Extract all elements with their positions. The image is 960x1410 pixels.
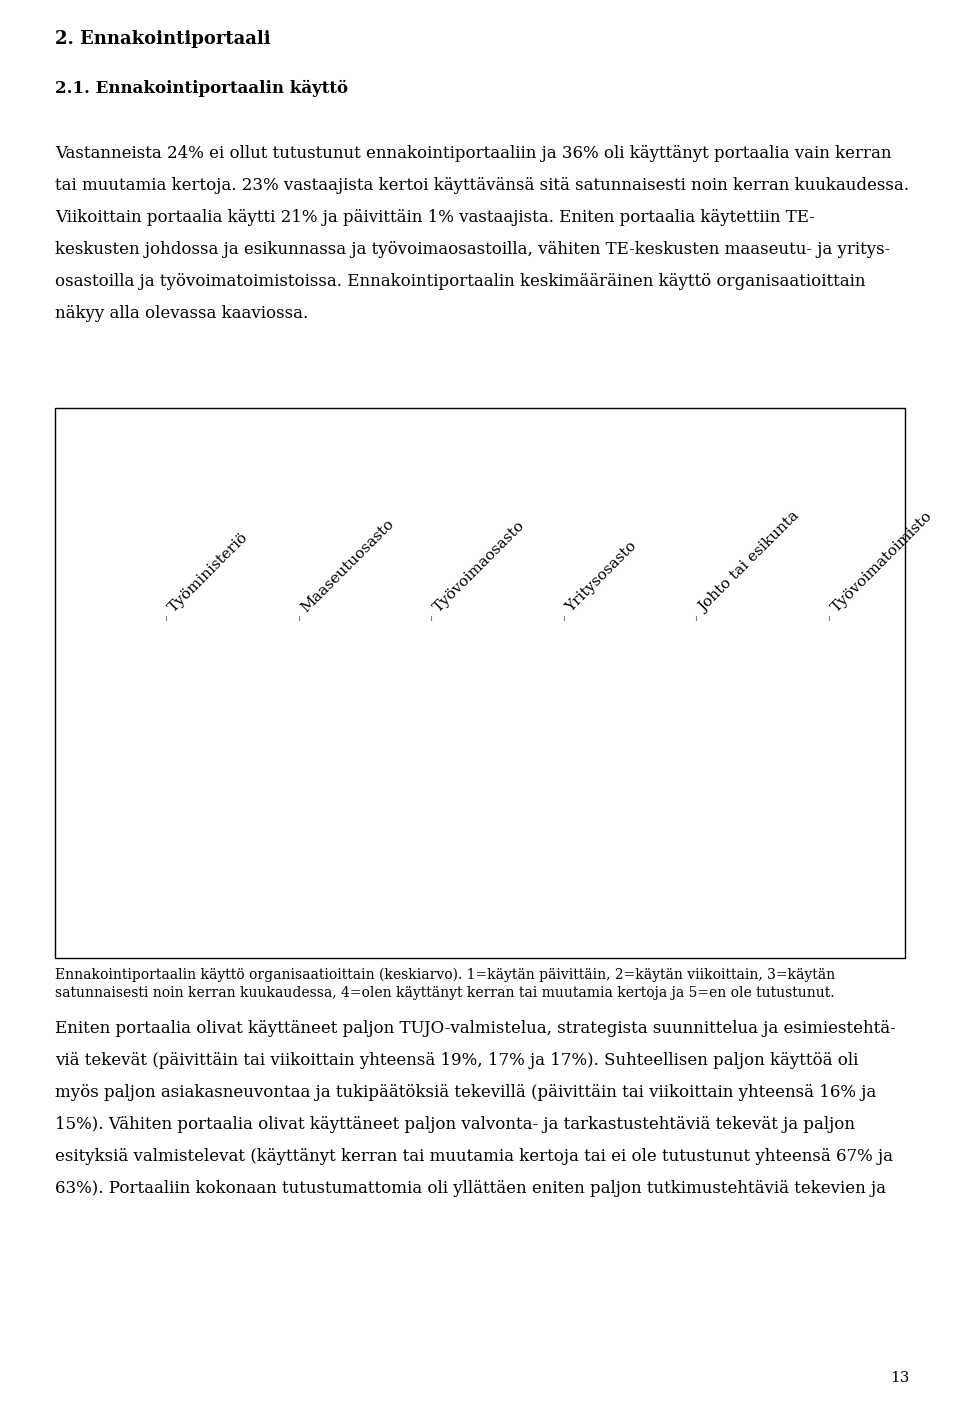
Text: Työvoimaosasto: Työvoimaosasto xyxy=(431,519,528,615)
Text: viä tekevät (päivittäin tai viikoittain yhteensä 19%, 17% ja 17%). Suhteellisen : viä tekevät (päivittäin tai viikoittain … xyxy=(55,1052,858,1069)
Text: Työministeriö: Työministeriö xyxy=(166,530,252,615)
Text: Eniten portaalia olivat käyttäneet paljon TUJO-valmistelua, strategista suunnitt: Eniten portaalia olivat käyttäneet paljo… xyxy=(55,1019,896,1036)
Text: satunnaisesti noin kerran kuukaudessa, 4=olen käyttänyt kerran tai muutamia kert: satunnaisesti noin kerran kuukaudessa, 4… xyxy=(55,986,834,1000)
Text: myös paljon asiakasneuvontaa ja tukipäätöksiä tekevillä (päivittäin tai viikoitt: myös paljon asiakasneuvontaa ja tukipäät… xyxy=(55,1084,876,1101)
Text: 15%). Vähiten portaalia olivat käyttäneet paljon valvonta- ja tarkastustehtäviä : 15%). Vähiten portaalia olivat käyttänee… xyxy=(55,1115,855,1134)
Text: Yritysosasto: Yritysosasto xyxy=(564,539,640,615)
Text: tai muutamia kertoja. 23% vastaajista kertoi käyttävänsä sitä satunnaisesti noin: tai muutamia kertoja. 23% vastaajista ke… xyxy=(55,178,909,195)
Text: 2.1. Ennakointiportaalin käyttö: 2.1. Ennakointiportaalin käyttö xyxy=(55,80,348,97)
Text: osastoilla ja työvoimatoimistoissa. Ennakointiportaalin keskimääräinen käyttö or: osastoilla ja työvoimatoimistoissa. Enna… xyxy=(55,274,866,290)
Text: keskusten johdossa ja esikunnassa ja työvoimaosastoilla, vähiten TE-keskusten ma: keskusten johdossa ja esikunnassa ja työ… xyxy=(55,241,890,258)
Text: 3,8: 3,8 xyxy=(849,836,873,850)
Text: Viikoittain portaalia käytti 21% ja päivittäin 1% vastaajista. Eniten portaalia : Viikoittain portaalia käytti 21% ja päiv… xyxy=(55,209,815,226)
Text: Maaseutuosasto: Maaseutuosasto xyxy=(299,516,397,615)
Text: esityksiä valmistelevat (käyttänyt kerran tai muutamia kertoja tai ei ole tutust: esityksiä valmistelevat (käyttänyt kerra… xyxy=(55,1148,893,1165)
Text: 13: 13 xyxy=(891,1371,910,1385)
Text: Ennakointiportaalin käyttö organisaatioittain (keskiarvo). 1=käytän päivittäin, : Ennakointiportaalin käyttö organisaatioi… xyxy=(55,969,835,983)
Text: Työvoimatoimisto: Työvoimatoimisto xyxy=(828,509,935,615)
Text: 3,1: 3,1 xyxy=(451,783,475,797)
Text: 3,8: 3,8 xyxy=(319,836,343,850)
Text: 3,4: 3,4 xyxy=(186,805,210,819)
Text: 2. Ennakointiportaali: 2. Ennakointiportaali xyxy=(55,30,271,48)
Text: Johto tai esikunta: Johto tai esikunta xyxy=(696,509,803,615)
Text: näkyy alla olevassa kaaviossa.: näkyy alla olevassa kaaviossa. xyxy=(55,305,308,321)
Text: 63%). Portaaliin kokonaan tutustumattomia oli yllättäen eniten paljon tutkimuste: 63%). Portaaliin kokonaan tutustumattomi… xyxy=(55,1180,886,1197)
Text: 2,8: 2,8 xyxy=(716,760,740,774)
Text: 3,9: 3,9 xyxy=(584,843,608,857)
Text: Vastanneista 24% ei ollut tutustunut ennakointiportaaliin ja 36% oli käyttänyt p: Vastanneista 24% ei ollut tutustunut enn… xyxy=(55,145,892,162)
